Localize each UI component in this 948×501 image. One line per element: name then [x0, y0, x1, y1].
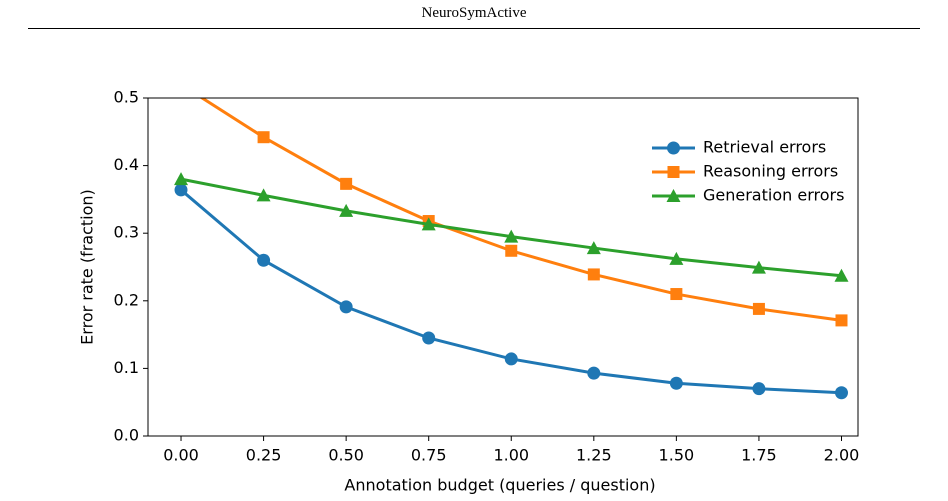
- y-tick-label: 0.3: [114, 223, 139, 242]
- x-tick-label: 0.25: [246, 446, 282, 465]
- marker: [257, 253, 271, 267]
- marker: [669, 376, 683, 390]
- legend-label: Reasoning errors: [703, 162, 838, 181]
- plot-frame: [147, 97, 859, 437]
- marker: [505, 244, 518, 257]
- marker: [834, 268, 849, 282]
- legend-marker: [667, 141, 680, 155]
- x-tick-label: 2.00: [824, 446, 860, 465]
- marker: [339, 300, 353, 314]
- marker: [257, 131, 270, 144]
- marker: [587, 366, 601, 380]
- marker: [339, 203, 354, 217]
- marker: [752, 302, 765, 315]
- marker: [174, 172, 189, 186]
- x-tick-label: 1.50: [659, 446, 695, 465]
- x-tick-label: 0.00: [163, 446, 199, 465]
- marker: [174, 183, 188, 197]
- marker: [835, 314, 848, 327]
- marker: [587, 268, 600, 281]
- marker: [504, 352, 518, 366]
- x-tick-label: 1.00: [493, 446, 529, 465]
- y-tick-label: 0.4: [114, 155, 139, 174]
- running-header: NeuroSymActive: [421, 5, 527, 21]
- marker: [752, 382, 766, 396]
- marker: [834, 386, 848, 400]
- y-tick-label: 0.1: [114, 358, 139, 377]
- marker: [504, 229, 519, 243]
- marker: [669, 251, 684, 265]
- y-tick-label: 0.5: [114, 88, 139, 107]
- y-tick-label: 0.0: [114, 426, 139, 445]
- legend-marker: [666, 189, 681, 202]
- x-axis-label: Annotation budget (queries / question): [344, 476, 655, 495]
- marker: [751, 260, 766, 274]
- marker: [340, 177, 353, 190]
- marker: [422, 331, 436, 345]
- legend-label: Generation errors: [703, 186, 844, 205]
- marker: [421, 217, 436, 231]
- marker: [586, 241, 601, 255]
- y-tick-label: 0.2: [114, 290, 139, 309]
- plot-area: [174, 78, 849, 400]
- x-tick-label: 0.75: [411, 446, 447, 465]
- marker: [175, 78, 187, 90]
- y-axis-label: Error rate (fraction): [78, 189, 97, 345]
- header-rule: [28, 28, 920, 29]
- legend-marker: [667, 166, 680, 178]
- marker: [670, 288, 683, 301]
- marker: [256, 188, 271, 202]
- x-tick-label: 0.50: [328, 446, 364, 465]
- x-tick-label: 1.75: [741, 446, 777, 465]
- x-tick-label: 1.25: [576, 446, 612, 465]
- legend-label: Retrieval errors: [703, 138, 826, 157]
